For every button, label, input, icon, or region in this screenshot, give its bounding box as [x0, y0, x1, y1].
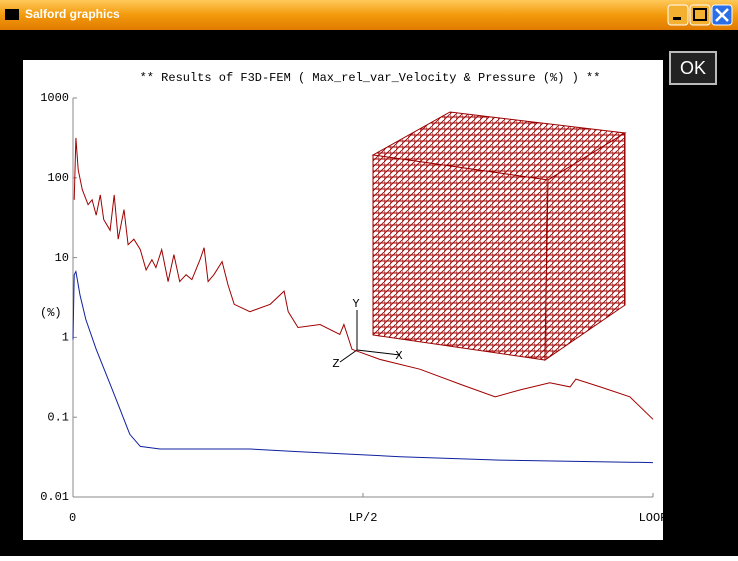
cube-inset — [339, 111, 627, 363]
maximize-button[interactable] — [689, 4, 711, 26]
close-button[interactable] — [711, 4, 733, 26]
inset-axis-label: Z — [332, 357, 339, 371]
minimize-button[interactable] — [667, 4, 689, 26]
series-line — [73, 137, 654, 420]
x-tick-label: LOOP — [639, 511, 668, 525]
window-title: Salford graphics — [25, 7, 120, 21]
y-tick-label: 10 — [55, 251, 69, 265]
y-tick-label: 0.01 — [40, 490, 69, 504]
y-tick-label: 1000 — [40, 91, 69, 105]
ok-label[interactable]: OK — [680, 58, 706, 78]
y-axis-label: (%) — [40, 306, 62, 320]
series-line — [72, 269, 654, 464]
inset-axis-label: Y — [352, 297, 359, 311]
window-icon — [5, 9, 19, 20]
x-tick-label: 0 — [69, 511, 76, 525]
y-tick-label: 0.1 — [47, 410, 69, 424]
y-tick-label: 100 — [47, 171, 69, 185]
title-bar — [0, 0, 738, 30]
chart-title: ** Results of F3D-FEM ( Max_rel_var_Velo… — [140, 71, 601, 85]
inset-axis-label: X — [395, 349, 402, 363]
x-tick-label: LP/2 — [349, 511, 378, 525]
ok-button[interactable]: OK — [669, 51, 717, 85]
y-tick-label: 1 — [62, 331, 69, 345]
